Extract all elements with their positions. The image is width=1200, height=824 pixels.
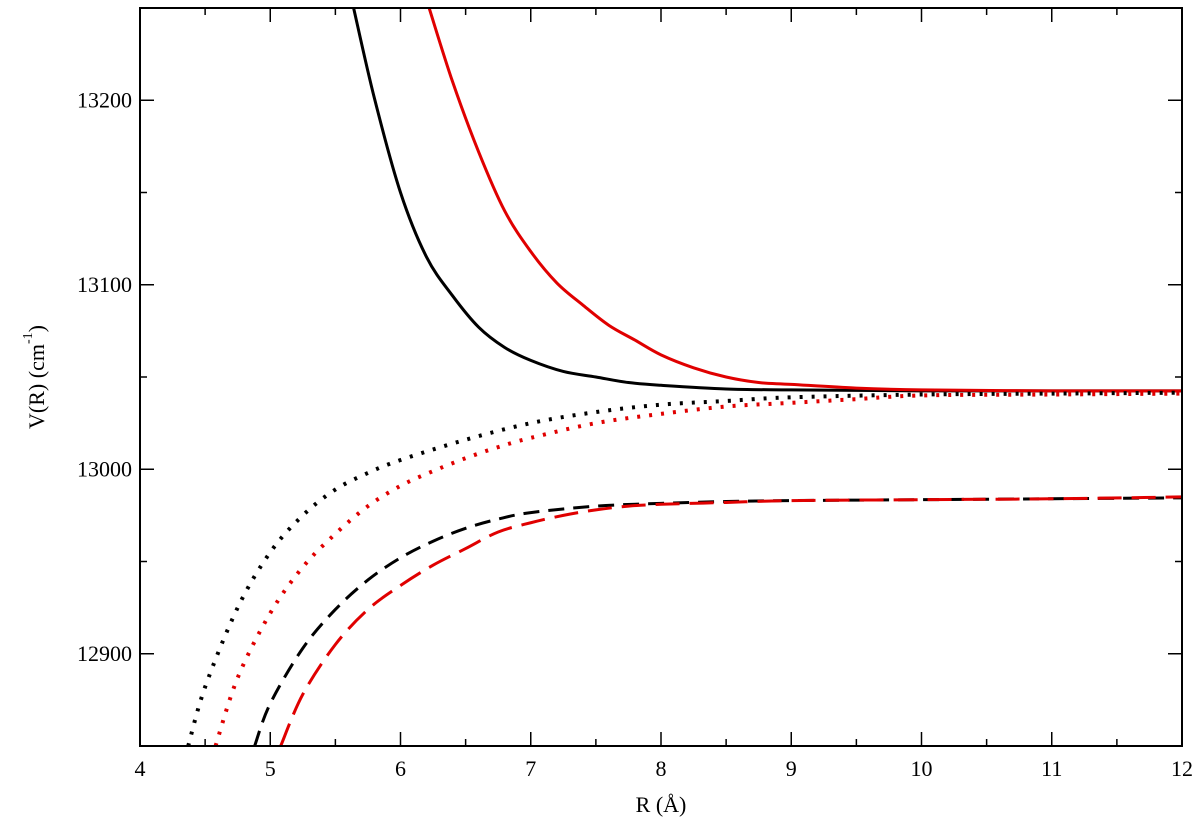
series-line-2 (427, 8, 1182, 393)
series-line-1 (352, 8, 1182, 393)
tick-layer: 4 5 6 7 8 9 10 11 12 12900 13000 13100 13200 (77, 8, 1193, 781)
x-tick-label: 8 (656, 756, 667, 781)
x-tick-label: 7 (525, 756, 536, 781)
x-tick-label: 9 (786, 756, 797, 781)
series-line-3 (186, 390, 1182, 746)
y-axis-title-superscript: -1 (21, 332, 36, 344)
plot-frame (139, 7, 1183, 747)
x-tick-label: 5 (265, 756, 276, 781)
series-line-6 (279, 495, 1182, 746)
x-tick-label: 11 (1041, 756, 1062, 781)
series-line-5 (253, 496, 1182, 746)
x-axis-title: R (Å) (636, 792, 687, 817)
plot-background (140, 8, 1182, 746)
x-tick-label: 10 (911, 756, 933, 781)
y-axis-title-main: V(R) (cm (24, 344, 49, 429)
x-tick-label: 6 (395, 756, 406, 781)
y-axis-title-close: ) (24, 325, 49, 332)
y-tick-label: 12900 (77, 641, 132, 666)
series-line-4 (213, 391, 1182, 746)
y-tick-label: 13100 (77, 272, 132, 297)
y-axis-title: V(R) (cm-1) (21, 325, 49, 429)
svg-text:V(R) (cm-1): V(R) (cm-1) (21, 325, 49, 429)
y-tick-label: 13000 (77, 456, 132, 481)
x-tick-label: 4 (135, 756, 146, 781)
x-tick-label: 12 (1171, 756, 1193, 781)
y-tick-label: 13200 (77, 87, 132, 112)
series-layer (186, 8, 1182, 746)
